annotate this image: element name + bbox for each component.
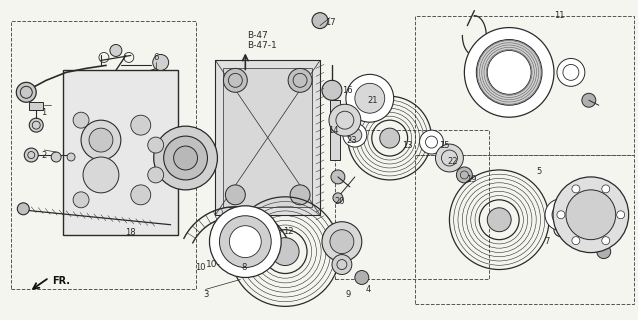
Circle shape: [89, 128, 113, 152]
Text: FR.: FR.: [52, 276, 70, 286]
Circle shape: [209, 206, 281, 277]
Text: 11: 11: [554, 11, 564, 20]
Circle shape: [597, 244, 611, 259]
Bar: [415, 16, 634, 155]
Text: 6: 6: [153, 53, 158, 62]
Circle shape: [346, 74, 394, 122]
Circle shape: [477, 40, 542, 105]
Circle shape: [17, 203, 29, 215]
Text: 16: 16: [343, 86, 353, 95]
Circle shape: [557, 59, 585, 86]
Circle shape: [73, 112, 89, 128]
Text: 7: 7: [544, 237, 550, 246]
Text: B-47: B-47: [248, 31, 268, 40]
Circle shape: [343, 123, 367, 147]
Circle shape: [330, 230, 354, 253]
Circle shape: [567, 225, 587, 244]
Circle shape: [73, 192, 89, 208]
Circle shape: [24, 148, 38, 162]
Bar: [415, 155, 634, 304]
Circle shape: [380, 128, 399, 148]
Circle shape: [331, 170, 345, 184]
Circle shape: [617, 211, 625, 219]
Circle shape: [131, 185, 151, 205]
Bar: [223, 68, 312, 207]
Circle shape: [174, 146, 198, 170]
Bar: [29, 102, 43, 110]
Text: 14: 14: [328, 126, 338, 135]
Bar: [330, 100, 340, 160]
Bar: [63, 70, 177, 235]
Circle shape: [259, 219, 275, 235]
Circle shape: [51, 152, 61, 162]
Text: 13: 13: [403, 140, 413, 149]
Text: 15: 15: [439, 140, 450, 149]
Circle shape: [602, 185, 610, 193]
Circle shape: [557, 211, 565, 219]
Text: 22: 22: [447, 157, 457, 166]
Text: 3: 3: [203, 290, 208, 299]
Circle shape: [487, 208, 511, 232]
Circle shape: [67, 153, 75, 161]
Circle shape: [464, 28, 554, 117]
Text: 10: 10: [195, 263, 206, 272]
Circle shape: [81, 120, 121, 160]
Circle shape: [545, 199, 577, 231]
Circle shape: [332, 255, 352, 275]
Text: 17: 17: [325, 18, 335, 27]
Text: 18: 18: [126, 228, 136, 237]
Circle shape: [322, 222, 362, 261]
Circle shape: [29, 118, 43, 132]
Circle shape: [83, 157, 119, 193]
Circle shape: [436, 144, 463, 172]
Circle shape: [219, 216, 271, 268]
Text: 10-: 10-: [205, 260, 220, 269]
Text: 19: 19: [466, 175, 477, 184]
Circle shape: [487, 51, 531, 94]
Text: 23: 23: [346, 136, 357, 145]
Circle shape: [110, 44, 122, 56]
Circle shape: [152, 54, 168, 70]
Text: 9: 9: [345, 290, 350, 299]
Text: 20: 20: [335, 197, 345, 206]
Circle shape: [329, 104, 361, 136]
Text: B-47-1: B-47-1: [248, 41, 277, 50]
Circle shape: [572, 185, 580, 193]
Text: 12: 12: [283, 227, 293, 236]
Text: 4: 4: [365, 285, 371, 294]
Bar: [216, 60, 320, 215]
Bar: [11, 20, 195, 289]
Circle shape: [333, 193, 343, 203]
Circle shape: [348, 128, 362, 142]
Text: 2: 2: [41, 150, 47, 160]
Text: 21: 21: [367, 96, 378, 105]
Circle shape: [225, 185, 246, 205]
Circle shape: [148, 167, 164, 183]
Circle shape: [223, 68, 248, 92]
Text: 8: 8: [242, 263, 247, 272]
Circle shape: [355, 83, 385, 113]
Circle shape: [154, 126, 218, 190]
Circle shape: [420, 130, 443, 154]
Circle shape: [148, 137, 164, 153]
Circle shape: [131, 115, 151, 135]
Text: 1: 1: [41, 108, 47, 117]
Circle shape: [288, 68, 312, 92]
Circle shape: [17, 82, 36, 102]
Circle shape: [602, 237, 610, 244]
Circle shape: [164, 136, 207, 180]
Circle shape: [322, 80, 342, 100]
Circle shape: [553, 177, 628, 252]
Circle shape: [312, 13, 328, 28]
Circle shape: [230, 226, 261, 258]
Text: 5: 5: [537, 167, 542, 176]
Circle shape: [290, 185, 310, 205]
Circle shape: [572, 237, 580, 244]
Circle shape: [271, 238, 299, 266]
Circle shape: [582, 93, 596, 107]
Circle shape: [566, 190, 616, 240]
Circle shape: [456, 167, 472, 183]
Bar: [335, 130, 489, 279]
Circle shape: [355, 270, 369, 284]
